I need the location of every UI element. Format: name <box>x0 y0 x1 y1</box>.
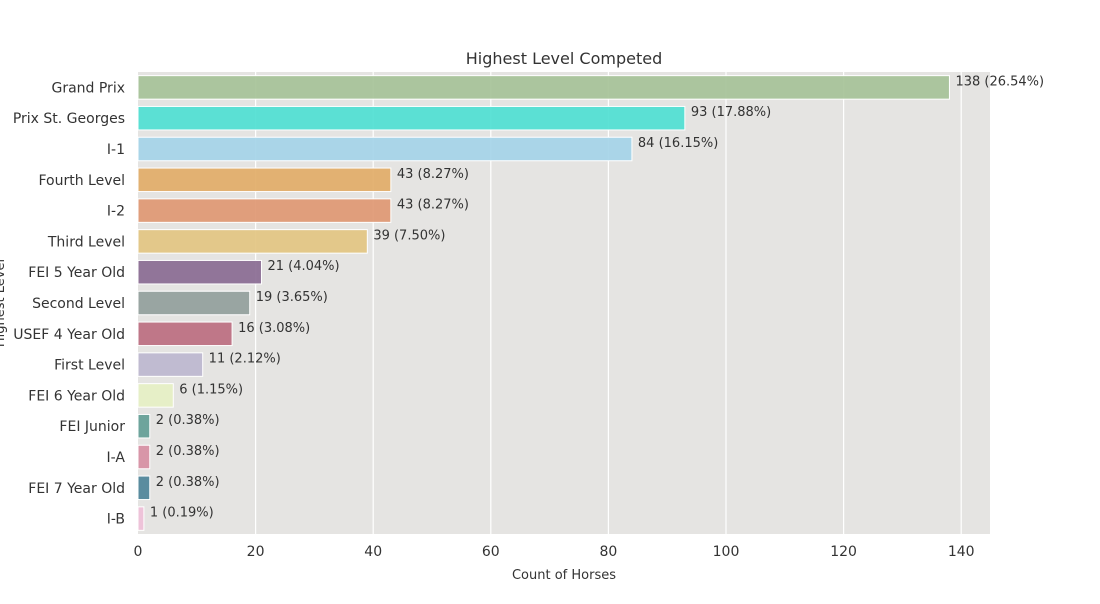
category-label: FEI 6 Year Old <box>28 388 125 404</box>
data-label: 11 (2.12%) <box>209 352 281 367</box>
data-label: 2 (0.38%) <box>156 413 220 428</box>
bar <box>137 75 950 100</box>
data-label: 43 (8.27%) <box>397 167 469 182</box>
data-label: 2 (0.38%) <box>156 444 220 459</box>
bar <box>137 413 151 439</box>
data-label: 1 (0.19%) <box>150 506 214 521</box>
bar <box>137 352 204 377</box>
bar <box>137 229 368 254</box>
data-label: 138 (26.54%) <box>955 74 1044 89</box>
y-axis-label: Highest Level <box>0 259 8 347</box>
x-axis-label: Count of Horses <box>512 568 616 583</box>
category-label: Fourth Level <box>38 173 125 189</box>
category-label: I-B <box>107 512 125 528</box>
category-label: FEI Junior <box>59 419 125 435</box>
data-label: 93 (17.88%) <box>691 105 771 120</box>
data-labels: 138 (26.54%) 93 (17.88%) 84 (16.15%) 43 (8.… <box>150 74 1044 520</box>
category-label: Prix St. Georges <box>13 111 125 127</box>
x-tick-label: 60 <box>482 544 500 560</box>
bar <box>137 321 233 347</box>
bar <box>137 383 174 408</box>
category-label: FEI 5 Year Old <box>28 265 125 281</box>
category-label: Grand Prix <box>51 80 125 96</box>
data-label: 43 (8.27%) <box>397 198 469 213</box>
bar <box>137 444 151 470</box>
bar <box>137 198 392 223</box>
x-tick-labels: 0 20 40 60 80 100 120 140 <box>134 544 975 560</box>
x-tick-label: 140 <box>948 544 975 560</box>
category-labels: Grand Prix Prix St. Georges I-1 Fourth Leve… <box>13 80 126 527</box>
bar <box>137 259 262 285</box>
data-label: 39 (7.50%) <box>373 228 445 243</box>
x-tick-label: 40 <box>364 544 382 560</box>
category-label: USEF 4 Year Old <box>13 327 125 343</box>
chart-title: Highest Level Competed <box>466 49 662 68</box>
data-label: 2 (0.38%) <box>156 475 220 490</box>
bar <box>137 290 251 316</box>
data-label: 16 (3.08%) <box>238 321 310 336</box>
x-tick-label: 80 <box>599 544 617 560</box>
category-label: I-A <box>107 450 126 466</box>
bar <box>137 506 145 531</box>
category-label: First Level <box>54 358 125 374</box>
category-label: I-1 <box>107 142 125 158</box>
bar <box>137 105 686 131</box>
data-label: 21 (4.04%) <box>267 259 339 274</box>
category-label: Third Level <box>47 234 125 250</box>
data-label: 6 (1.15%) <box>179 382 243 397</box>
category-label: I-2 <box>107 204 125 220</box>
bar <box>137 167 392 193</box>
category-label: FEI 7 Year Old <box>28 481 125 497</box>
x-tick-label: 100 <box>713 544 740 560</box>
bar <box>137 475 151 501</box>
data-label: 19 (3.65%) <box>256 290 328 305</box>
category-label: Second Level <box>32 296 125 312</box>
x-tick-label: 120 <box>830 544 857 560</box>
bars <box>137 75 950 531</box>
data-label: 84 (16.15%) <box>638 136 718 151</box>
x-tick-label: 20 <box>247 544 265 560</box>
bar <box>137 136 633 162</box>
x-tick-label: 0 <box>134 544 143 560</box>
